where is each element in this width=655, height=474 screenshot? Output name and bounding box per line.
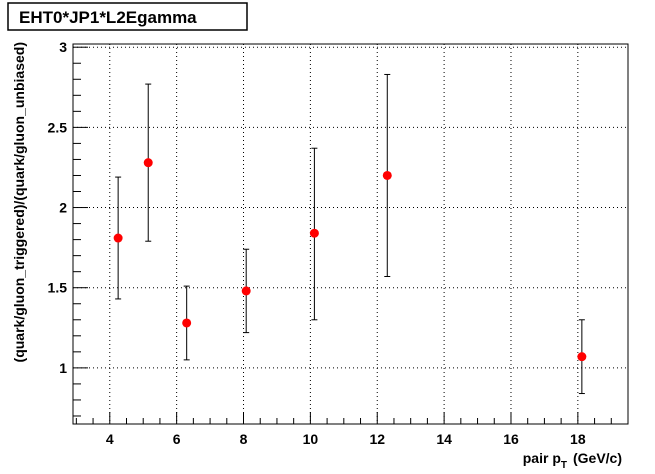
chart-title: EHT0*JP1*L2Egamma: [19, 8, 197, 27]
x-tick-label: 6: [173, 431, 181, 447]
y-tick-label: 2: [59, 200, 67, 216]
data-point: [241, 286, 251, 296]
x-tick-label: 12: [369, 431, 385, 447]
axis-ticks: [73, 46, 612, 424]
x-tick-label: 18: [570, 431, 586, 447]
y-tick-label: 1.5: [48, 280, 68, 296]
x-axis-title-subscript: T: [561, 460, 567, 471]
data-point: [182, 318, 192, 328]
x-axis-title: pair pT (GeV/c): [523, 450, 622, 471]
x-tick-label: 16: [503, 431, 519, 447]
x-tick-label: 4: [106, 431, 114, 447]
data-point: [577, 352, 587, 362]
data-point: [113, 233, 123, 243]
x-tick-label: 10: [303, 431, 319, 447]
x-axis-title-main: pair p: [523, 450, 561, 466]
plot-frame: [72, 43, 629, 425]
data-point: [382, 170, 392, 180]
y-tick-label: 3: [59, 39, 67, 55]
x-tick-label: 14: [436, 431, 452, 447]
title-box: [7, 2, 248, 31]
x-axis-title-unit: (GeV/c): [573, 450, 622, 466]
data-point: [309, 228, 319, 238]
y-tick-label: 1: [59, 360, 67, 376]
data-point: [143, 158, 153, 168]
y-tick-label: 2.5: [48, 119, 68, 135]
tick-labels: 4 6 8 10 12 14 16 18 1 1.5 2 2.5 3: [48, 39, 586, 447]
x-tick-label: 8: [240, 431, 248, 447]
data-points: [113, 73, 587, 395]
grid: [73, 44, 628, 424]
y-axis-title: (quark/gluon_triggered)/(quark/gluon_unb…: [11, 42, 27, 362]
